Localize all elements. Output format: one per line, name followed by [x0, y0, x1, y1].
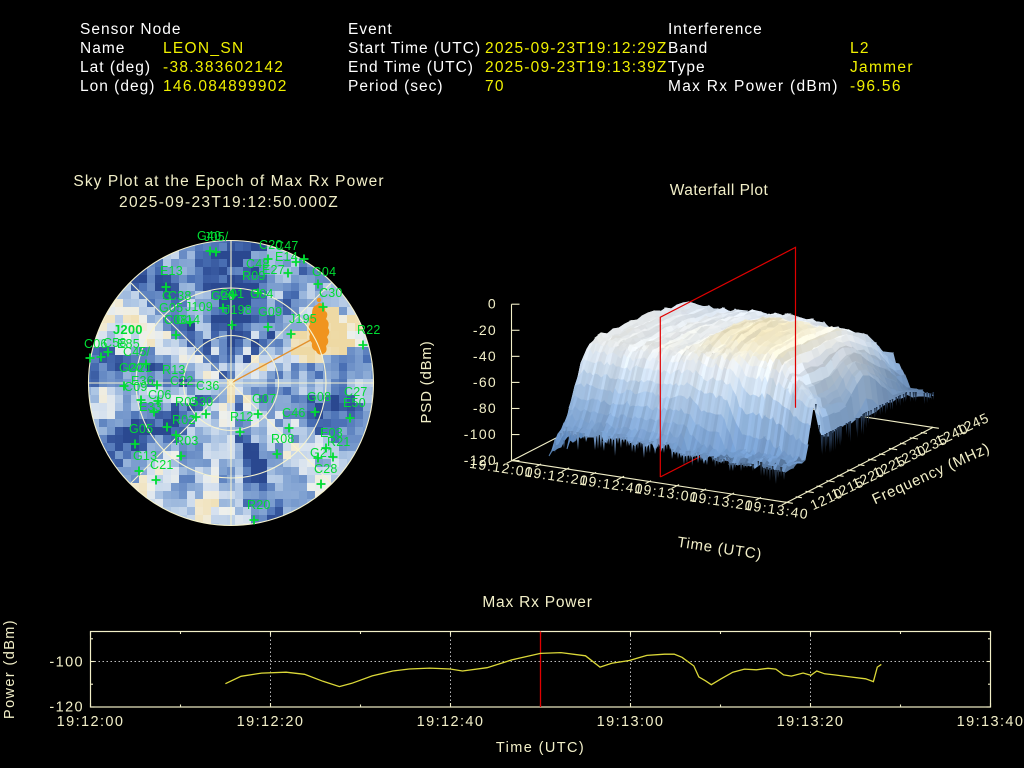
- svg-text:0: 0: [488, 296, 497, 312]
- svg-text:C27: C27: [344, 385, 368, 399]
- svg-text:J109: J109: [185, 300, 213, 314]
- svg-text:-38.383602142: -38.383602142: [163, 59, 284, 76]
- svg-text:C58: C58: [103, 336, 127, 350]
- svg-text:PSD (dBm): PSD (dBm): [418, 340, 435, 423]
- svg-text:19:12:20: 19:12:20: [237, 714, 305, 730]
- svg-text:Lat (deg): Lat (deg): [80, 59, 151, 76]
- svg-text:-40: -40: [473, 348, 497, 364]
- svg-text:E03: E03: [320, 426, 343, 440]
- svg-text:G: G: [162, 289, 172, 303]
- svg-text:70: 70: [485, 78, 505, 95]
- svg-text:E13: E13: [160, 264, 183, 278]
- svg-text:2025-09-23T19:12:50.000Z: 2025-09-23T19:12:50.000Z: [119, 194, 339, 211]
- svg-text:G13: G13: [133, 449, 157, 463]
- svg-text:End Time (UTC): End Time (UTC): [348, 59, 474, 76]
- svg-text:R08: R08: [271, 432, 295, 446]
- svg-text:E50: E50: [343, 396, 366, 410]
- svg-text:Waterfall Plot: Waterfall Plot: [670, 182, 769, 199]
- svg-text:J05/: J05/: [204, 230, 229, 244]
- svg-text:C36: C36: [196, 379, 220, 393]
- svg-text:LEON_SN: LEON_SN: [163, 40, 244, 57]
- svg-text:R09: R09: [242, 269, 266, 283]
- svg-text:19:13:40: 19:13:40: [957, 714, 1024, 730]
- svg-text:C08: C08: [164, 313, 188, 327]
- svg-text:E27: E27: [262, 263, 285, 277]
- svg-text:L2: L2: [850, 40, 870, 57]
- svg-text:E36: E36: [131, 374, 154, 388]
- svg-text:-120: -120: [49, 700, 84, 716]
- svg-text:G04: G04: [312, 265, 336, 279]
- svg-text:Lon (deg): Lon (deg): [80, 78, 155, 95]
- svg-text:G40: G40: [197, 229, 221, 243]
- svg-text:C45/: C45/: [123, 345, 151, 359]
- svg-text:C20: C20: [259, 238, 283, 252]
- svg-text:Name: Name: [80, 40, 125, 57]
- svg-text:C22: C22: [170, 374, 194, 388]
- svg-text:19:12:00: 19:12:00: [57, 714, 125, 730]
- svg-text:Max Rx Power: Max Rx Power: [482, 594, 592, 611]
- svg-text:C38: C38: [168, 289, 192, 303]
- svg-text:G14: G14: [176, 313, 200, 327]
- svg-text:E14: E14: [275, 250, 298, 264]
- svg-text:E85: E85: [117, 337, 140, 351]
- svg-text:-20: -20: [473, 322, 497, 338]
- svg-text:146.084899902: 146.084899902: [163, 78, 288, 95]
- svg-text:G05: G05: [159, 301, 183, 315]
- svg-text:R22: R22: [357, 323, 381, 337]
- svg-text:-80: -80: [473, 400, 497, 416]
- svg-text:C09: C09: [124, 380, 148, 394]
- svg-text:G20: G20: [119, 361, 143, 375]
- svg-text:G07: G07: [252, 392, 276, 406]
- svg-text:G08: G08: [307, 390, 331, 404]
- svg-text:-100: -100: [49, 655, 84, 671]
- svg-text:J200: J200: [113, 322, 143, 337]
- svg-text:19:12:40: 19:12:40: [417, 714, 485, 730]
- svg-text:R12: R12: [230, 410, 254, 424]
- svg-text:R21: R21: [327, 435, 351, 449]
- svg-text:G28: G28: [211, 289, 235, 303]
- svg-text:C47: C47: [275, 239, 299, 253]
- svg-text:Sky Plot at the Epoch of Max R: Sky Plot at the Epoch of Max Rx Power: [73, 173, 384, 190]
- svg-text:C06: C06: [148, 388, 172, 402]
- svg-text:E33: E33: [139, 400, 162, 414]
- svg-text:C28: C28: [314, 462, 338, 476]
- svg-text:J195: J195: [289, 312, 317, 326]
- svg-text:C04: C04: [250, 287, 274, 301]
- svg-text:Time (UTC): Time (UTC): [496, 740, 585, 756]
- svg-text:-60: -60: [473, 374, 497, 390]
- svg-text:C21: C21: [150, 458, 174, 472]
- svg-text:Max Rx Power (dBm): Max Rx Power (dBm): [668, 78, 839, 95]
- svg-text:-100: -100: [464, 426, 497, 442]
- svg-text:R03: R03: [175, 434, 199, 448]
- svg-text:R05: R05: [175, 395, 199, 409]
- svg-text:Sensor Node: Sensor Node: [80, 21, 181, 38]
- svg-text:Band: Band: [668, 40, 708, 57]
- svg-text:C30: C30: [319, 286, 343, 300]
- svg-text:C46: C46: [282, 406, 306, 420]
- svg-text:-96.56: -96.56: [850, 78, 902, 95]
- svg-text:C06: C06: [84, 337, 108, 351]
- svg-text:Period (sec): Period (sec): [348, 78, 444, 95]
- svg-text:G09: G09: [258, 305, 282, 319]
- svg-text:Type: Type: [668, 59, 706, 76]
- svg-text:Event: Event: [348, 21, 393, 38]
- svg-text:R02: R02: [172, 413, 196, 427]
- svg-text:R13: R13: [162, 363, 186, 377]
- svg-text:2025-09-23T19:12:29Z: 2025-09-23T19:12:29Z: [485, 40, 668, 57]
- svg-text:Interference: Interference: [668, 21, 763, 38]
- svg-text:R20: R20: [247, 498, 271, 512]
- svg-text:Jammer: Jammer: [850, 59, 914, 76]
- svg-text:19:13:00: 19:13:00: [597, 714, 665, 730]
- svg-text:C48: C48: [246, 257, 270, 271]
- svg-text:2025-09-23T19:13:39Z: 2025-09-23T19:13:39Z: [485, 59, 668, 76]
- svg-text:G01: G01: [220, 287, 244, 301]
- svg-text:Start Time (UTC): Start Time (UTC): [348, 40, 481, 57]
- svg-text:G30: G30: [189, 395, 213, 409]
- svg-text:G05: G05: [129, 422, 153, 436]
- svg-text:19:13:20: 19:13:20: [777, 714, 845, 730]
- svg-text:-120: -120: [464, 452, 497, 468]
- svg-text:G21: G21: [310, 446, 334, 460]
- svg-text:Power (dBm): Power (dBm): [2, 619, 18, 719]
- svg-text:J198: J198: [224, 303, 252, 317]
